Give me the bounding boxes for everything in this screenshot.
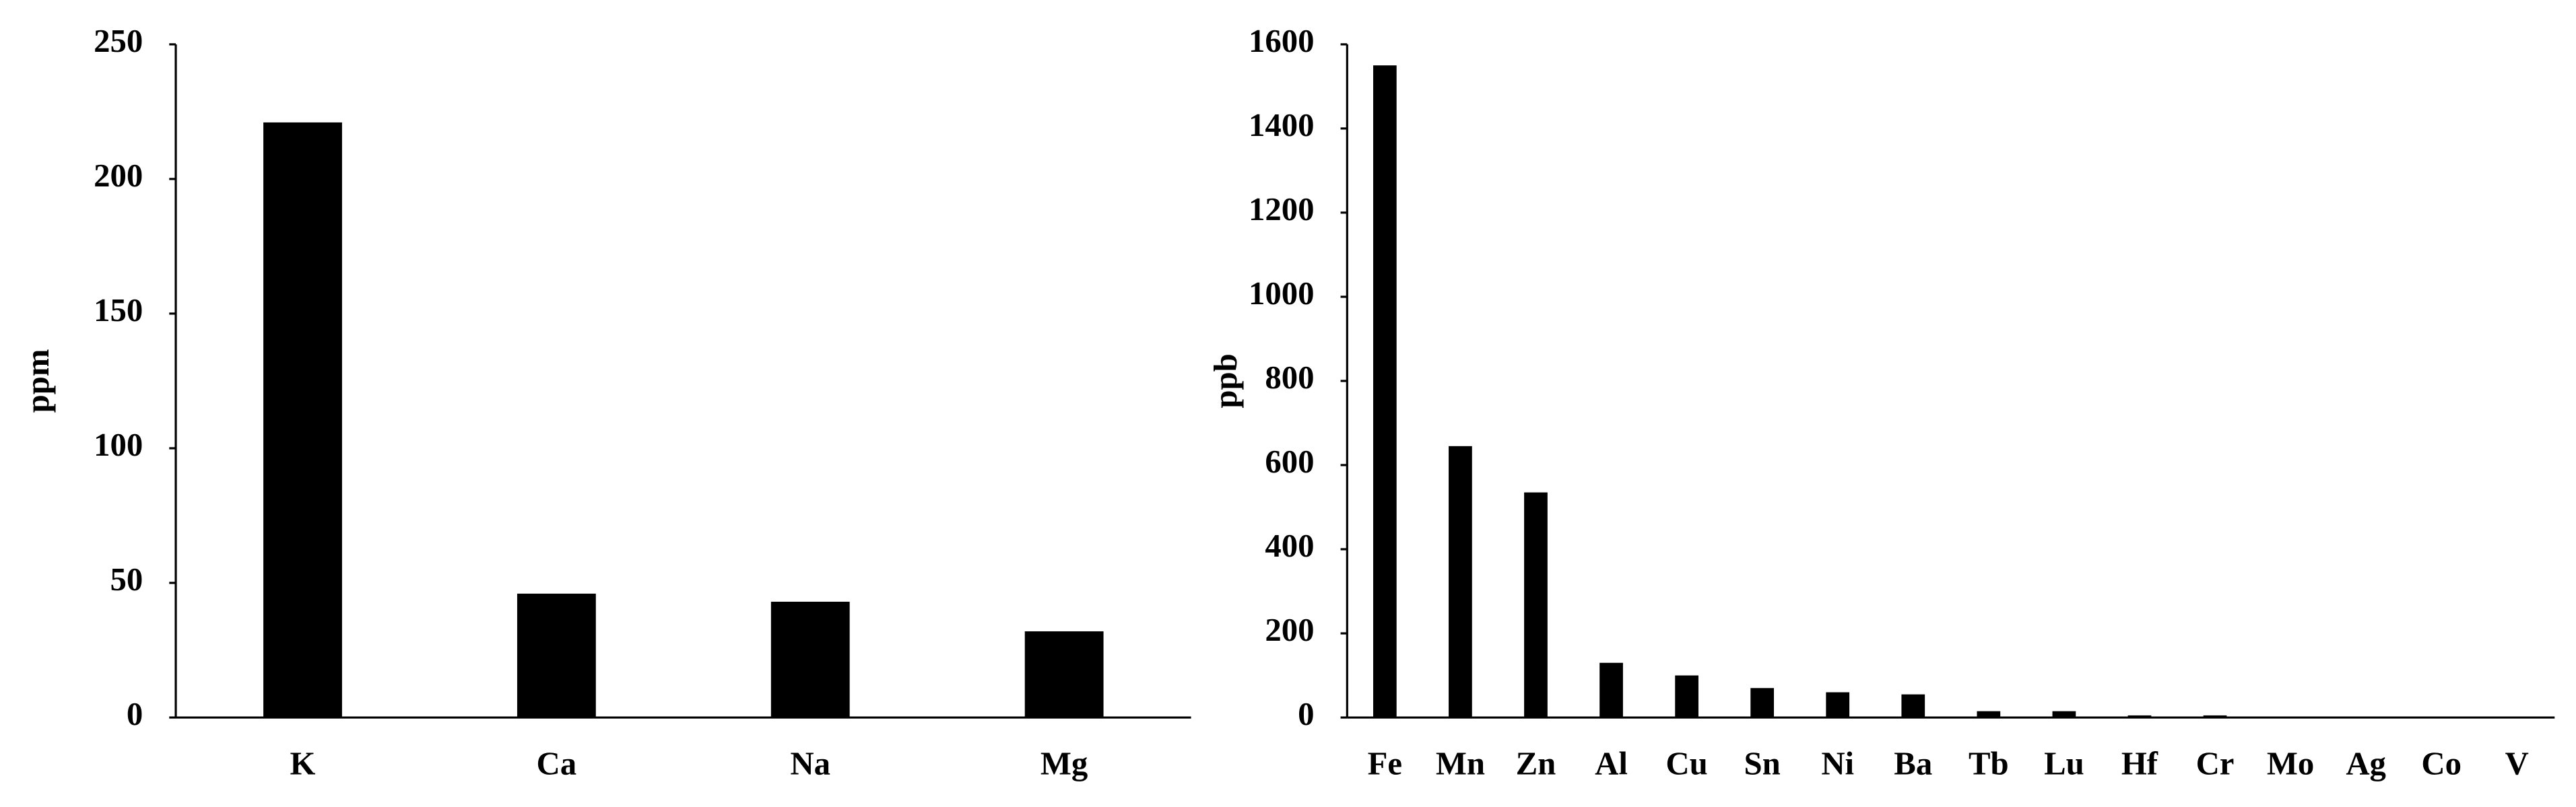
bar bbox=[770, 602, 850, 718]
y-tick-label: 0 bbox=[127, 696, 143, 732]
bar bbox=[1977, 711, 2001, 718]
x-tick-label: Tb bbox=[1969, 745, 2009, 781]
y-tick-label: 200 bbox=[1265, 612, 1314, 648]
x-tick-label: Ag bbox=[2346, 745, 2386, 781]
bar bbox=[2052, 711, 2076, 718]
x-tick-label: Ca bbox=[537, 745, 577, 781]
x-tick-label: Zn bbox=[1516, 745, 1556, 781]
y-tick-label: 1600 bbox=[1249, 23, 1315, 59]
y-tick-label: 0 bbox=[1298, 696, 1314, 732]
y-tick-label: 600 bbox=[1265, 444, 1314, 480]
y-tick-label: 1000 bbox=[1249, 275, 1315, 312]
bar bbox=[1373, 65, 1397, 718]
x-tick-label: Fe bbox=[1368, 745, 1402, 781]
y-axis-label: ppm bbox=[20, 349, 56, 413]
y-tick-label: 200 bbox=[94, 157, 143, 194]
bar bbox=[1675, 675, 1698, 718]
x-tick-label: Mn bbox=[1436, 745, 1485, 781]
bar bbox=[1449, 446, 1472, 718]
x-tick-label: Lu bbox=[2044, 745, 2084, 781]
x-tick-label: Mo bbox=[2267, 745, 2314, 781]
bar bbox=[1901, 694, 1925, 718]
x-tick-label: Sn bbox=[1744, 745, 1781, 781]
y-tick-label: 400 bbox=[1265, 528, 1314, 564]
y-tick-label: 50 bbox=[110, 561, 143, 598]
y-tick-label: 1200 bbox=[1249, 191, 1315, 227]
x-tick-label: Ni bbox=[1821, 745, 1854, 781]
bar bbox=[1524, 492, 1548, 718]
bar bbox=[2127, 715, 2152, 718]
x-tick-label: Mg bbox=[1041, 745, 1088, 781]
x-tick-label: Na bbox=[790, 745, 830, 781]
x-tick-label: Co bbox=[2421, 745, 2462, 781]
bar bbox=[263, 122, 342, 718]
x-tick-label: Cr bbox=[2196, 745, 2235, 781]
x-tick-label: V bbox=[2505, 745, 2529, 781]
y-axis-label: ppb bbox=[1208, 353, 1244, 408]
bar bbox=[1024, 631, 1104, 718]
y-tick-label: 150 bbox=[94, 292, 143, 328]
x-tick-label: Ba bbox=[1894, 745, 1932, 781]
x-tick-label: Hf bbox=[2121, 745, 2158, 781]
x-tick-label: Cu bbox=[1665, 745, 1707, 781]
y-tick-label: 100 bbox=[94, 427, 143, 463]
y-tick-label: 250 bbox=[94, 23, 143, 59]
bar bbox=[1826, 692, 1850, 718]
x-tick-label: K bbox=[290, 745, 315, 781]
y-tick-label: 800 bbox=[1265, 359, 1314, 396]
bar bbox=[2203, 715, 2227, 718]
bar bbox=[517, 594, 596, 718]
bar bbox=[1599, 662, 1623, 718]
x-tick-label: Al bbox=[1595, 745, 1628, 781]
y-tick-label: 1400 bbox=[1249, 107, 1315, 143]
bar bbox=[1750, 688, 1775, 718]
